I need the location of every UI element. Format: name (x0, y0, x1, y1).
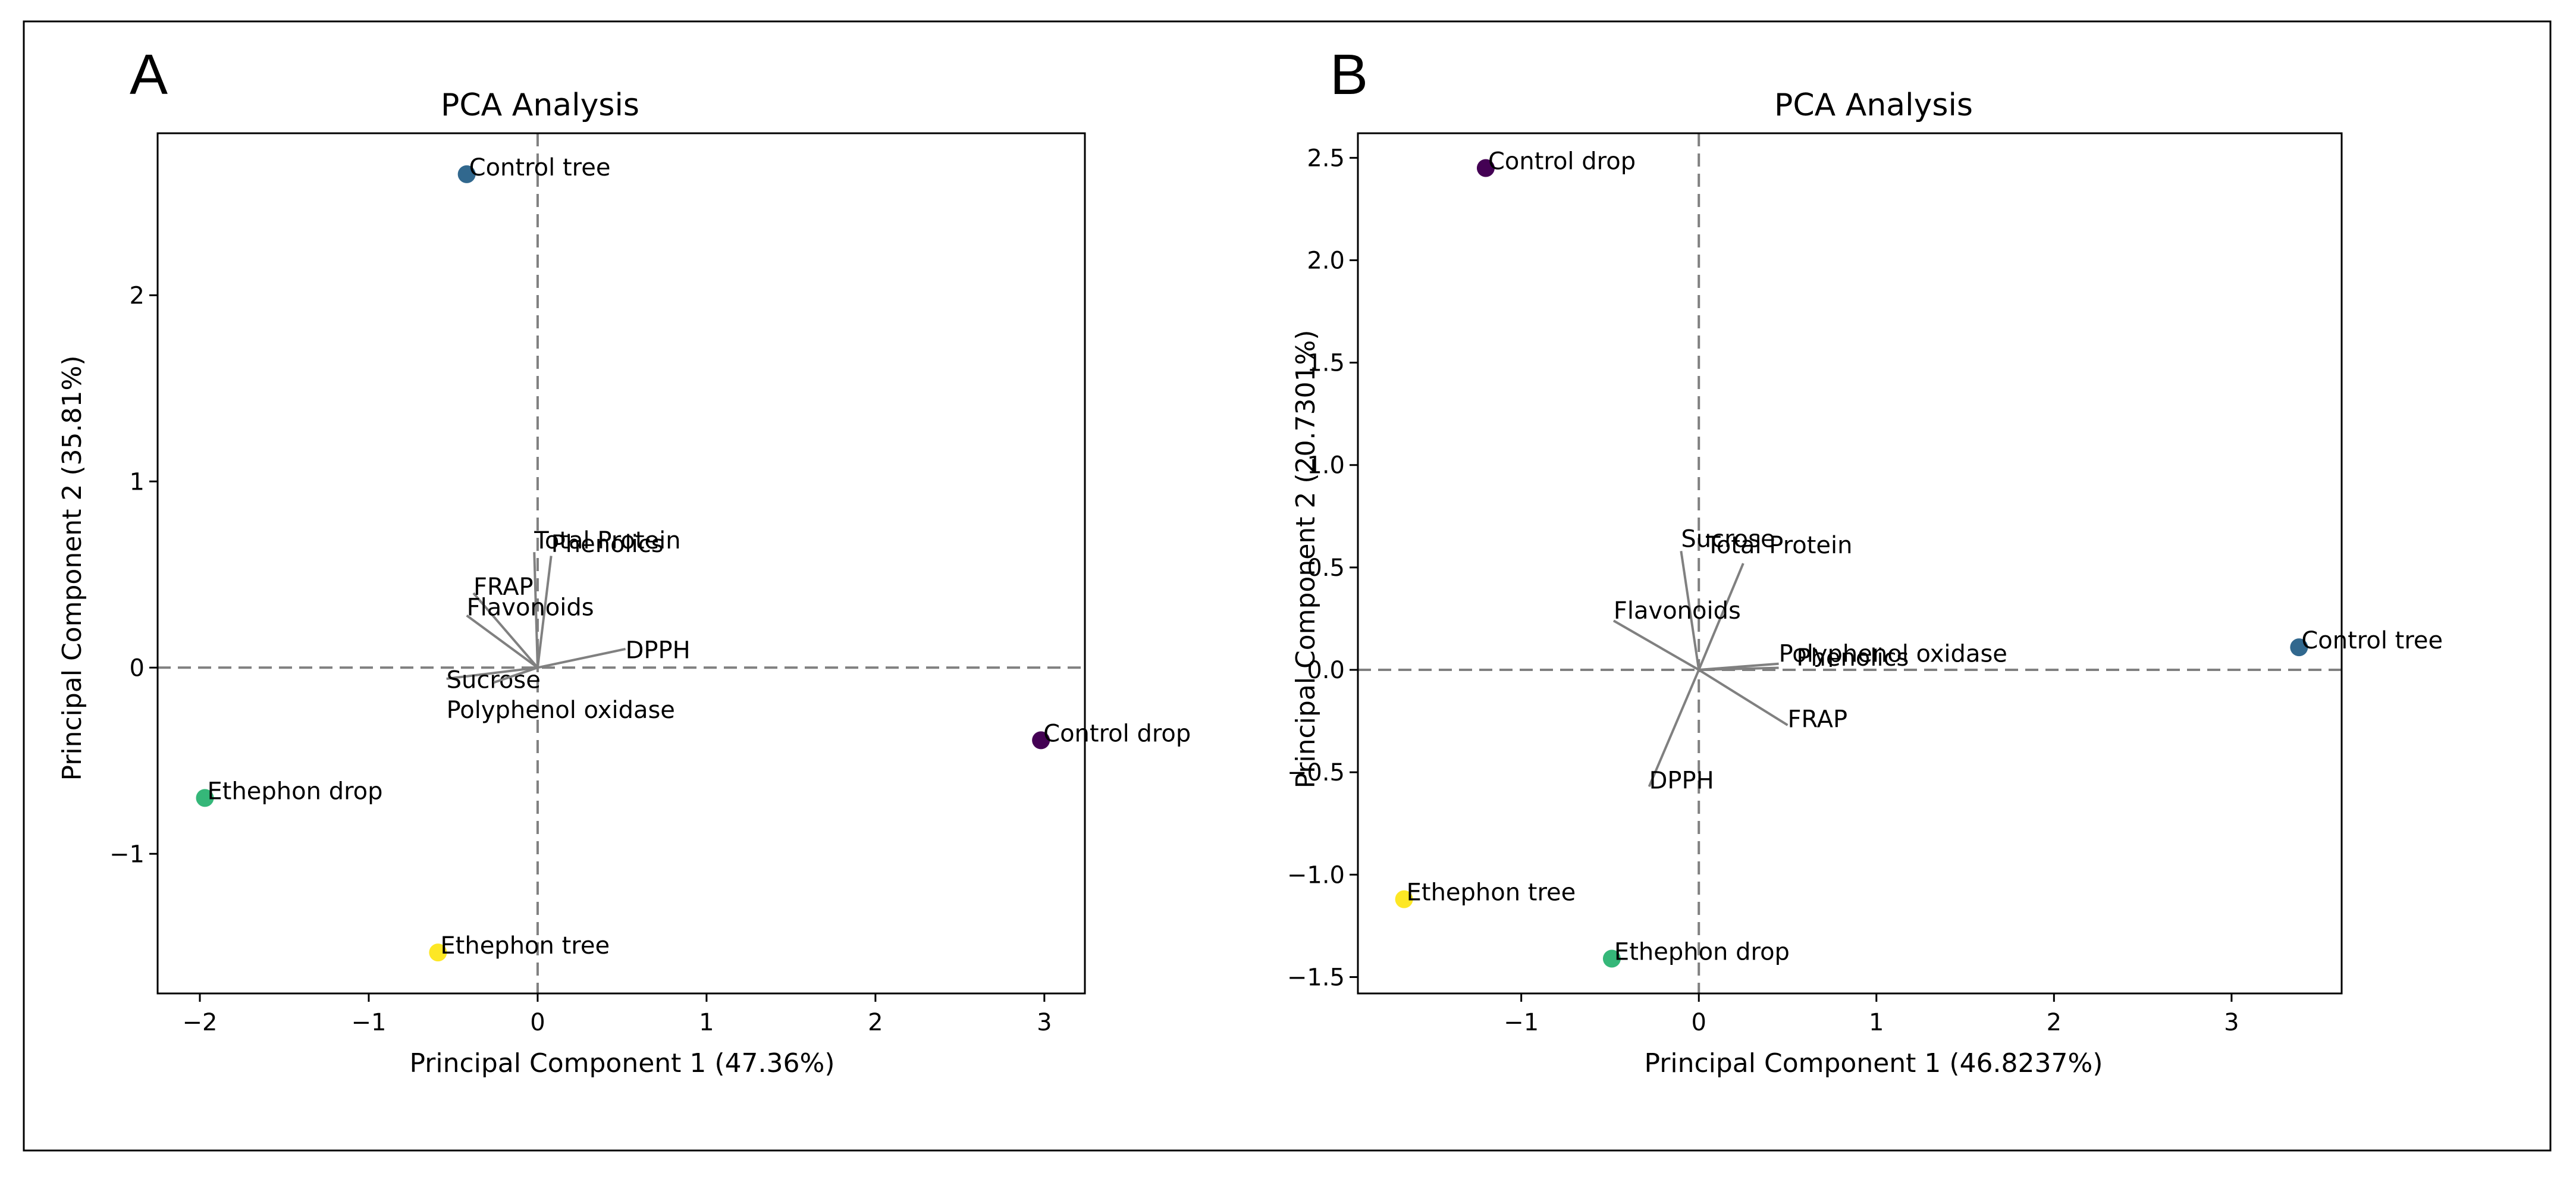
loading-arrow-dpph (1648, 669, 1700, 788)
loading-label-phenolics: Phenolics (1796, 644, 1909, 672)
chart-title-b: PCA Analysis (1774, 87, 1973, 123)
panel-b: B PCA Analysis Principal Component 1 (46… (1287, 43, 2443, 1079)
x-tick-label: 1 (1869, 1009, 1884, 1036)
loading-arrow-sucrose (446, 666, 538, 681)
loading-label-sucrose: Sucrose (1681, 525, 1775, 553)
loading-label-frap: FRAP (1788, 706, 1848, 733)
x-tick-label: 3 (1037, 1009, 1052, 1036)
x-axis-label-b: Principal Component 1 (46.8237%) (1645, 1048, 2103, 1079)
x-tick-label: 3 (2224, 1009, 2239, 1036)
loading-arrow-dpph (537, 648, 626, 669)
y-tick-label: 1 (130, 468, 145, 496)
y-tick-label: 2 (130, 282, 145, 309)
loading-label-total-protein: Total Protein (1705, 532, 1852, 559)
loading-arrow-polyphenol-oxidase (493, 666, 538, 684)
loading-label-frap: FRAP (473, 573, 534, 601)
plot-frame-b (1357, 132, 2343, 995)
y-tick-label: 2.5 (1307, 145, 1345, 172)
loading-arrow-frap (472, 592, 539, 669)
point-label-control-drop: Control drop (1043, 720, 1191, 747)
loading-arrow-flavonoids (466, 615, 539, 669)
y-tick-label: −1.0 (1287, 861, 1345, 889)
loading-label-dpph: DPPH (1649, 767, 1714, 795)
loading-label-polyphenol-oxidase: Polyphenol oxidase (447, 697, 675, 724)
y-tick-label: 1.5 (1307, 350, 1345, 377)
point-label-ethephon-tree: Ethephon tree (1407, 879, 1576, 907)
point-label-ethephon-drop: Ethephon drop (208, 778, 383, 805)
loading-arrow-frap (1698, 669, 1789, 726)
y-axis-label-b: Principal Component 2 (20.7301%) (1291, 330, 1321, 789)
panel-letter-b: B (1330, 43, 1368, 106)
panel-a: A PCA Analysis Principal Component 1 (47… (57, 43, 1191, 1079)
point-control-drop (1476, 159, 1495, 177)
x-tick-label: −1 (351, 1009, 386, 1036)
point-label-ethephon-tree: Ethephon tree (440, 932, 610, 960)
loading-arrow-total-protein (1698, 563, 1744, 670)
point-label-control-tree: Control tree (469, 154, 611, 181)
x-tick-label: 0 (1692, 1009, 1706, 1036)
plot-frame-a (156, 132, 1086, 995)
x-tick-label: −2 (183, 1009, 218, 1036)
y-tick-label: −1 (109, 841, 145, 868)
point-control-tree (2290, 638, 2308, 657)
point-label-control-tree: Control tree (2301, 627, 2443, 654)
loading-label-flavonoids: Flavonoids (1614, 597, 1741, 625)
outer-border (23, 20, 2552, 1152)
y-tick-label: 1.0 (1307, 452, 1345, 479)
x-tick-label: 1 (699, 1009, 714, 1036)
loading-label-total-protein: Total Protein (534, 527, 680, 554)
loading-label-dpph: DPPH (626, 637, 691, 664)
loading-arrow-total-protein (533, 552, 539, 668)
x-tick-label: 2 (2047, 1009, 2062, 1036)
x-tick-label: 0 (530, 1009, 545, 1036)
loading-label-polyphenol-oxidase: Polyphenol oxidase (1779, 640, 2007, 667)
point-control-tree (457, 165, 476, 183)
loading-arrow-phenolics (536, 556, 553, 668)
loading-label-flavonoids: Flavonoids (467, 594, 594, 622)
y-axis-label-a: Principal Component 2 (35.81%) (57, 356, 87, 781)
loading-arrow-polyphenol-oxidase (1699, 662, 1779, 672)
point-ethephon-tree (429, 943, 447, 962)
loading-label-phenolics: Phenolics (551, 531, 664, 558)
point-ethephon-drop (1602, 949, 1621, 968)
point-label-control-drop: Control drop (1488, 148, 1636, 175)
chart-title-a: PCA Analysis (441, 87, 639, 123)
loading-arrow-sucrose (1680, 551, 1700, 670)
y-tick-label: 0.0 (1307, 657, 1345, 684)
point-ethephon-tree (1395, 890, 1413, 908)
y-tick-label: −0.5 (1287, 759, 1345, 786)
x-tick-label: 2 (868, 1009, 883, 1036)
panel-letter-a: A (130, 43, 168, 106)
point-label-ethephon-drop: Ethephon drop (1614, 938, 1790, 965)
loading-arrow-flavonoids (1612, 619, 1700, 671)
y-tick-label: 2.0 (1307, 247, 1345, 274)
point-ethephon-drop (196, 789, 214, 807)
x-tick-label: −1 (1504, 1009, 1539, 1036)
y-tick-label: 0.5 (1307, 554, 1345, 582)
y-tick-label: 0 (130, 654, 145, 682)
point-control-drop (1032, 731, 1050, 750)
y-tick-label: −1.5 (1287, 964, 1345, 991)
x-axis-label-a: Principal Component 1 (47.36%) (410, 1048, 835, 1079)
